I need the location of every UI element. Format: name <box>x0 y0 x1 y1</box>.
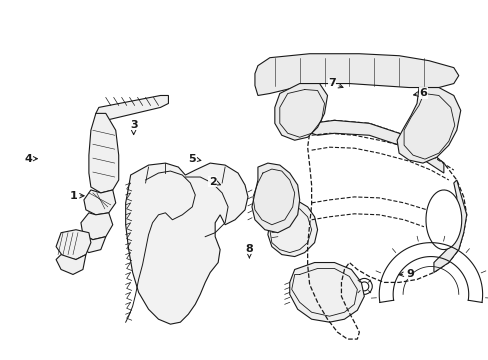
Circle shape <box>189 201 201 213</box>
Text: 8: 8 <box>245 244 253 258</box>
Circle shape <box>265 179 273 187</box>
Polygon shape <box>84 190 116 215</box>
Circle shape <box>313 284 329 300</box>
Text: 7: 7 <box>327 78 342 88</box>
Polygon shape <box>425 190 461 249</box>
Circle shape <box>293 116 301 124</box>
Circle shape <box>421 112 431 122</box>
Polygon shape <box>396 87 460 163</box>
Circle shape <box>295 221 303 229</box>
Polygon shape <box>433 180 466 273</box>
Polygon shape <box>267 200 317 257</box>
Circle shape <box>421 130 431 140</box>
Polygon shape <box>125 163 247 324</box>
Polygon shape <box>56 230 91 260</box>
Circle shape <box>334 301 344 311</box>
Text: 2: 2 <box>208 177 220 186</box>
Polygon shape <box>251 163 299 233</box>
Polygon shape <box>81 237 105 253</box>
Polygon shape <box>254 54 458 95</box>
Polygon shape <box>96 95 168 123</box>
Circle shape <box>284 238 294 248</box>
Circle shape <box>305 302 313 310</box>
Polygon shape <box>311 120 443 173</box>
Polygon shape <box>89 113 119 193</box>
Circle shape <box>356 278 371 294</box>
Circle shape <box>265 196 273 204</box>
Circle shape <box>293 99 301 107</box>
Text: 4: 4 <box>24 154 37 164</box>
Circle shape <box>359 282 368 291</box>
Text: 3: 3 <box>129 120 137 135</box>
Text: 6: 6 <box>413 88 427 98</box>
Text: 1: 1 <box>69 191 84 201</box>
Circle shape <box>306 127 312 133</box>
Circle shape <box>432 146 440 154</box>
Text: 5: 5 <box>188 154 201 164</box>
Polygon shape <box>56 255 86 274</box>
Circle shape <box>266 211 273 218</box>
Polygon shape <box>274 84 327 140</box>
Text: 9: 9 <box>398 269 413 279</box>
Polygon shape <box>289 262 364 322</box>
Polygon shape <box>81 213 113 240</box>
